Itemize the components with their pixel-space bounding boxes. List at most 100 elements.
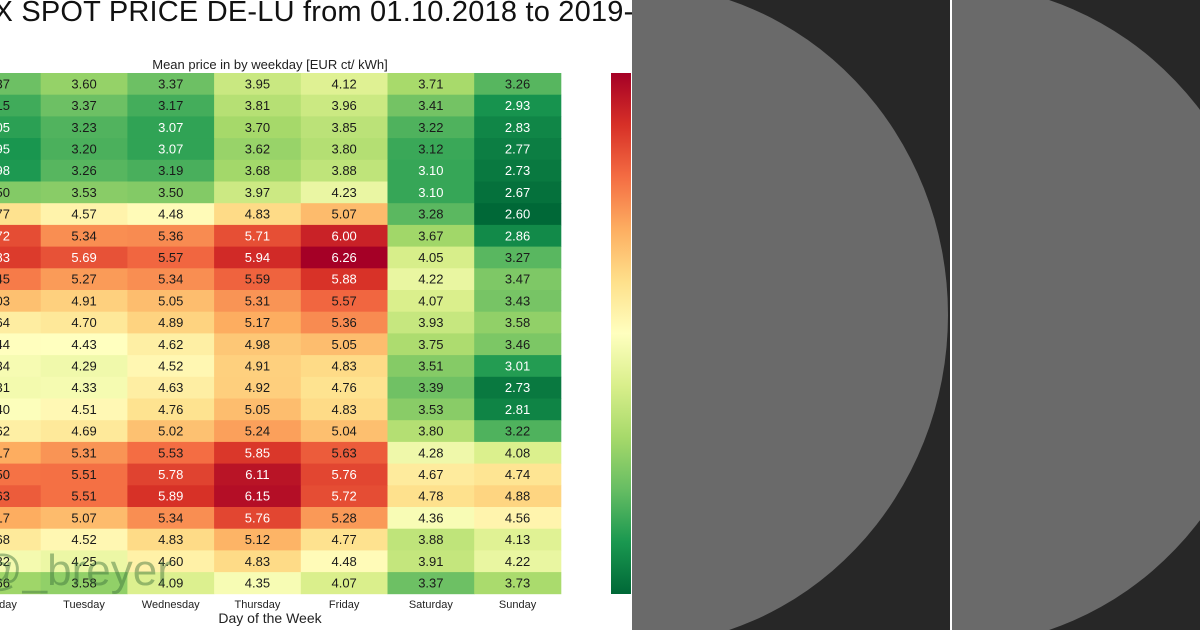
heatmap-cell [214,485,302,508]
heatmap-cell-label: 4.28 [418,445,443,460]
heatmap-cell [300,203,388,226]
heatmap-cell-label: 4.83 [245,207,270,222]
heatmap-cell-label: 2.81 [505,402,530,417]
x-tick-label: Thursday [235,599,281,611]
heatmap-cell-label: 3.96 [331,98,356,113]
heatmap-cell [0,355,42,378]
heatmap-cell-label: 4.63 [158,380,183,395]
heatmap-cell-label: 5.27 [71,272,96,287]
heatmap-cell [127,333,215,356]
heatmap-cell-label: 5.17 [0,445,10,460]
heatmap-cell-label: 5.05 [245,402,270,417]
heatmap-cell [474,224,562,247]
heatmap-cell-label: 4.70 [71,315,96,330]
heatmap-cell [214,376,302,399]
heatmap-cell [387,159,475,182]
heatmap-cell [0,73,42,96]
heatmap-cell [300,376,388,399]
heatmap-cell-label: 5.03 [0,293,10,308]
heatmap-cell-label: 4.91 [245,358,270,373]
heatmap-cell [0,463,42,486]
heatmap-cell [214,159,302,182]
heatmap-cell-label: 4.52 [71,532,96,547]
heatmap-cell [387,550,475,573]
heatmap-cell-label: 3.71 [418,76,443,91]
semicircle-shape-2 [952,0,1200,630]
heatmap-cell [214,116,302,139]
heatmap-cell-label: 4.32 [0,554,10,569]
watermark: @_breyer [0,546,172,595]
heatmap-cell-label: 3.12 [418,141,443,156]
heatmap-cell [0,116,42,139]
heatmap-cell-label: 4.78 [418,489,443,504]
heatmap-cell [40,485,128,508]
heatmap-cell [0,507,42,530]
heatmap-cell [214,181,302,204]
heatmap-cell-label: 5.04 [331,424,356,439]
heatmap-cell-label: 5.34 [71,228,96,243]
heatmap-cell-label: 3.60 [71,76,96,91]
heatmap-cell-label: 5.34 [158,272,183,287]
heatmap-cell-label: 4.60 [158,554,183,569]
heatmap-cell-label: 5.59 [245,272,270,287]
heatmap-cell-label: 3.88 [418,532,443,547]
heatmap-cell-label: 5.85 [245,445,270,460]
heatmap-cell [387,485,475,508]
heatmap-cell [300,73,388,96]
heatmap-cell-label: 3.10 [418,185,443,200]
heatmap-cell-label: 4.23 [331,185,356,200]
heatmap-cell-label: 6.26 [331,250,356,265]
heatmap-cell [0,485,42,508]
heatmap-cell [40,224,128,247]
heatmap-cell [0,138,42,161]
heatmap-cell [0,376,42,399]
heatmap-cell-label: 5.88 [331,272,356,287]
heatmap-cell-label: 3.85 [331,120,356,135]
heatmap-cell [214,463,302,486]
heatmap-cell-label: 3.50 [0,185,10,200]
heatmap-cell [474,246,562,269]
heatmap-cell-label: 2.73 [505,380,530,395]
heatmap-cell [0,441,42,464]
heatmap-cell-label: 3.43 [505,293,530,308]
heatmap-cell-label: 5.78 [158,467,183,482]
heatmap-cell [40,572,128,595]
heatmap-cell [214,224,302,247]
heatmap-cell-label: 3.19 [158,163,183,178]
heatmap-cell [40,268,128,291]
heatmap-cell [387,224,475,247]
heatmap-cell [300,246,388,269]
heatmap-chart: Mean price in by weekday [EUR ct/ kWh] 3… [0,57,631,626]
heatmap-cell [300,507,388,530]
heatmap-cell-label: 4.33 [71,380,96,395]
heatmap-cell [214,203,302,226]
heatmap-cell [127,159,215,182]
heatmap-cell-label: 3.53 [418,402,443,417]
heatmap-cell [300,290,388,313]
heatmap-cell [387,398,475,421]
x-tick-label: Wednesday [142,599,200,611]
heatmap-cell-label: 5.17 [0,510,10,525]
heatmap-cell [0,268,42,291]
heatmap-cell [127,485,215,508]
heatmap-cell [40,159,128,182]
heatmap-cell [387,463,475,486]
heatmap-cell-label: 3.75 [418,337,443,352]
heatmap-cell [474,138,562,161]
heatmap-cell [387,203,475,226]
heatmap-cell [474,290,562,313]
heatmap-cell-label: 3.50 [158,185,183,200]
heatmap-cell [300,311,388,334]
heatmap-cell [474,181,562,204]
heatmap-cell [0,203,42,226]
heatmap-cell-label: 5.72 [331,489,356,504]
heatmap-cell [0,181,42,204]
heatmap-cell [127,224,215,247]
heatmap-cell [474,485,562,508]
heatmap-cell-label: 4.31 [0,380,10,395]
heatmap-cell-label: 5.83 [0,250,10,265]
x-tick-label: Monday [0,599,17,611]
heatmap-cell-label: 4.40 [0,402,10,417]
heatmap-cells [0,73,562,595]
heatmap-cell-label: 5.31 [245,293,270,308]
